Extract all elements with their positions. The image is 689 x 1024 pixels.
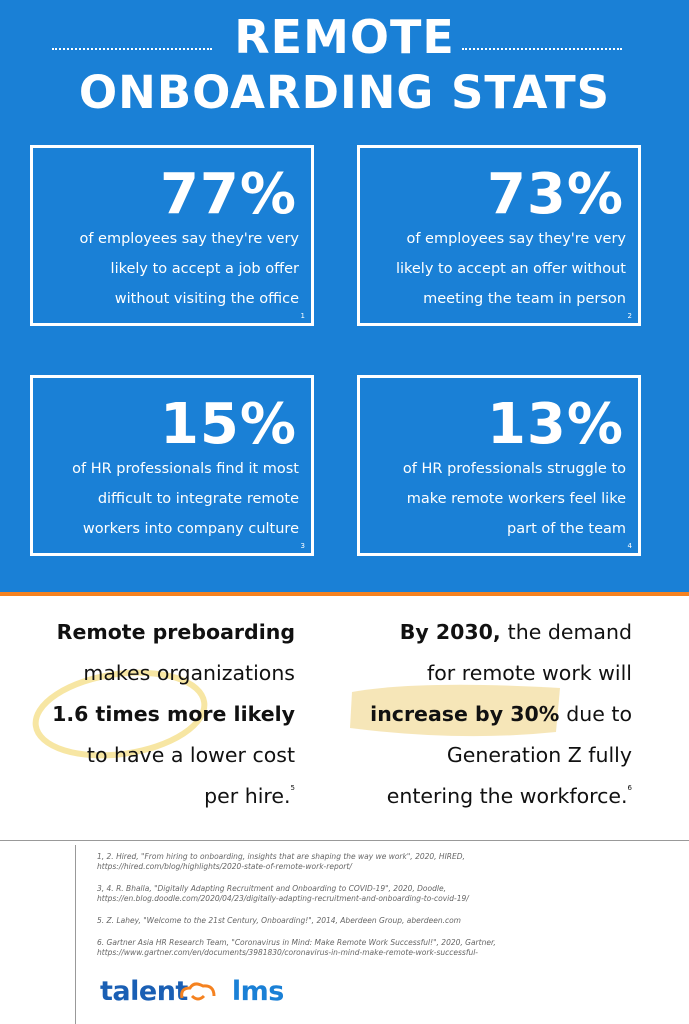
- footnote-marker: 5: [290, 784, 295, 792]
- reference: 6. Gartner Asia HR Research Team, "Coron…: [97, 938, 496, 958]
- reference-line: 3, 4. R. Bhalla, "Digitally Adapting Rec…: [97, 884, 446, 893]
- circle-highlight: [32, 669, 208, 759]
- logo: talent lms: [100, 976, 284, 1007]
- header-band: [0, 0, 689, 592]
- divider: [0, 592, 689, 596]
- title: ONBOARDING STATS: [78, 66, 611, 119]
- stat-text: difficult to integrate remote: [97, 491, 299, 507]
- reference-line: https://en.blog.doodle.com/2020/04/23/di…: [97, 894, 469, 903]
- stat-text: of HR professionals struggle to: [402, 461, 626, 477]
- stat-text: meeting the team in person: [423, 291, 626, 307]
- rule: [75, 845, 76, 1024]
- stat-box: 77% of employees say they're very likely t…: [30, 145, 314, 326]
- highlight-line: makes organizations: [83, 661, 295, 685]
- reference: 3, 4. R. Bhalla, "Digitally Adapting Rec…: [97, 884, 469, 904]
- logo-cloud: [180, 982, 216, 1001]
- highlight-text: Generation Z fully: [446, 743, 632, 767]
- decor: [32, 669, 560, 759]
- highlight-line: entering the workforce.6: [387, 784, 632, 808]
- highlight-text: 1.6 times more likely: [52, 702, 295, 726]
- stat-text: likely to accept an offer without: [395, 261, 626, 277]
- footnote-marker: 1: [300, 312, 305, 320]
- stat-box: 73% of employees say they're very likely t…: [357, 145, 641, 326]
- highlight-text: makes organizations: [83, 661, 295, 685]
- dotted-rule: [462, 48, 622, 50]
- logo-text: talent: [100, 976, 188, 1007]
- stat-text: without visiting the office: [114, 291, 299, 307]
- highlight-line: for remote work will: [427, 661, 632, 685]
- stat-figure: 73%: [486, 162, 624, 227]
- reference: 5. Z. Lahey, "Welcome to the 21st Centur…: [97, 916, 461, 926]
- highlight-line: per hire.5: [204, 784, 295, 808]
- rule: [0, 840, 689, 841]
- highlight-line: Generation Z fully: [447, 743, 632, 767]
- dotted-rule: [52, 48, 212, 50]
- highlight-text: Remote preboarding: [56, 620, 295, 644]
- reference-line: 5. Z. Lahey, "Welcome to the 21st Centur…: [97, 916, 461, 925]
- footnote-marker: 3: [300, 542, 305, 550]
- highlight-text: to have a lower cost: [86, 743, 295, 767]
- stat-figure: 15%: [159, 392, 297, 457]
- stat-text: of employees say they're very: [79, 231, 299, 247]
- footnote-marker: 4: [627, 542, 632, 550]
- highlight-text: per hire.: [204, 784, 291, 808]
- reference-line: https://hired.com/blog/highlights/2020-s…: [97, 862, 352, 871]
- highlight-text: for remote work will: [427, 661, 632, 685]
- highlight-text: By 2030,: [399, 620, 501, 644]
- highlight-line: By 2030, the demand: [400, 620, 632, 644]
- logo-text: lms: [231, 976, 284, 1007]
- highlight-text: the demand: [507, 620, 632, 644]
- title: REMOTE: [234, 10, 455, 64]
- stat-text: of HR professionals find it most: [72, 461, 299, 477]
- highlight-line: Remote preboarding: [57, 620, 295, 644]
- stat-box: 15% of HR professionals find it most diffi…: [30, 375, 314, 556]
- stat-figure: 77%: [159, 162, 297, 227]
- stat-text: part of the team: [507, 521, 626, 537]
- highlight-text: due to: [566, 702, 632, 726]
- footnote-marker: 6: [627, 784, 632, 792]
- highlight-text: increase by 30%: [370, 702, 560, 726]
- reference-line: 6. Gartner Asia HR Research Team, "Coron…: [97, 938, 496, 947]
- highlight-line: increase by 30% due to: [370, 702, 632, 726]
- stat-text: likely to accept a job offer: [110, 261, 299, 277]
- reference-line: https://www.gartner.com/en/documents/398…: [97, 948, 479, 957]
- reference-line: 1, 2. Hired, "From hiring to onboarding,…: [97, 852, 465, 861]
- stat-text: make remote workers feel like: [406, 491, 626, 507]
- highlight-line: to have a lower cost: [87, 743, 295, 767]
- brush-highlight: [350, 684, 560, 737]
- stat-figure: 13%: [486, 392, 624, 457]
- reference: 1, 2. Hired, "From hiring to onboarding,…: [97, 852, 465, 872]
- highlight-line: 1.6 times more likely: [52, 702, 295, 726]
- footnote-marker: 2: [627, 312, 632, 320]
- stat-text: of employees say they're very: [406, 231, 626, 247]
- stat-text: workers into company culture: [82, 521, 299, 537]
- stat-box: 13% of HR professionals struggle to make r…: [357, 375, 641, 556]
- highlight-text: entering the workforce.: [386, 784, 628, 808]
